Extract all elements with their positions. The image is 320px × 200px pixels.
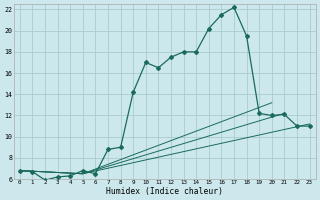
X-axis label: Humidex (Indice chaleur): Humidex (Indice chaleur) [106,187,223,196]
